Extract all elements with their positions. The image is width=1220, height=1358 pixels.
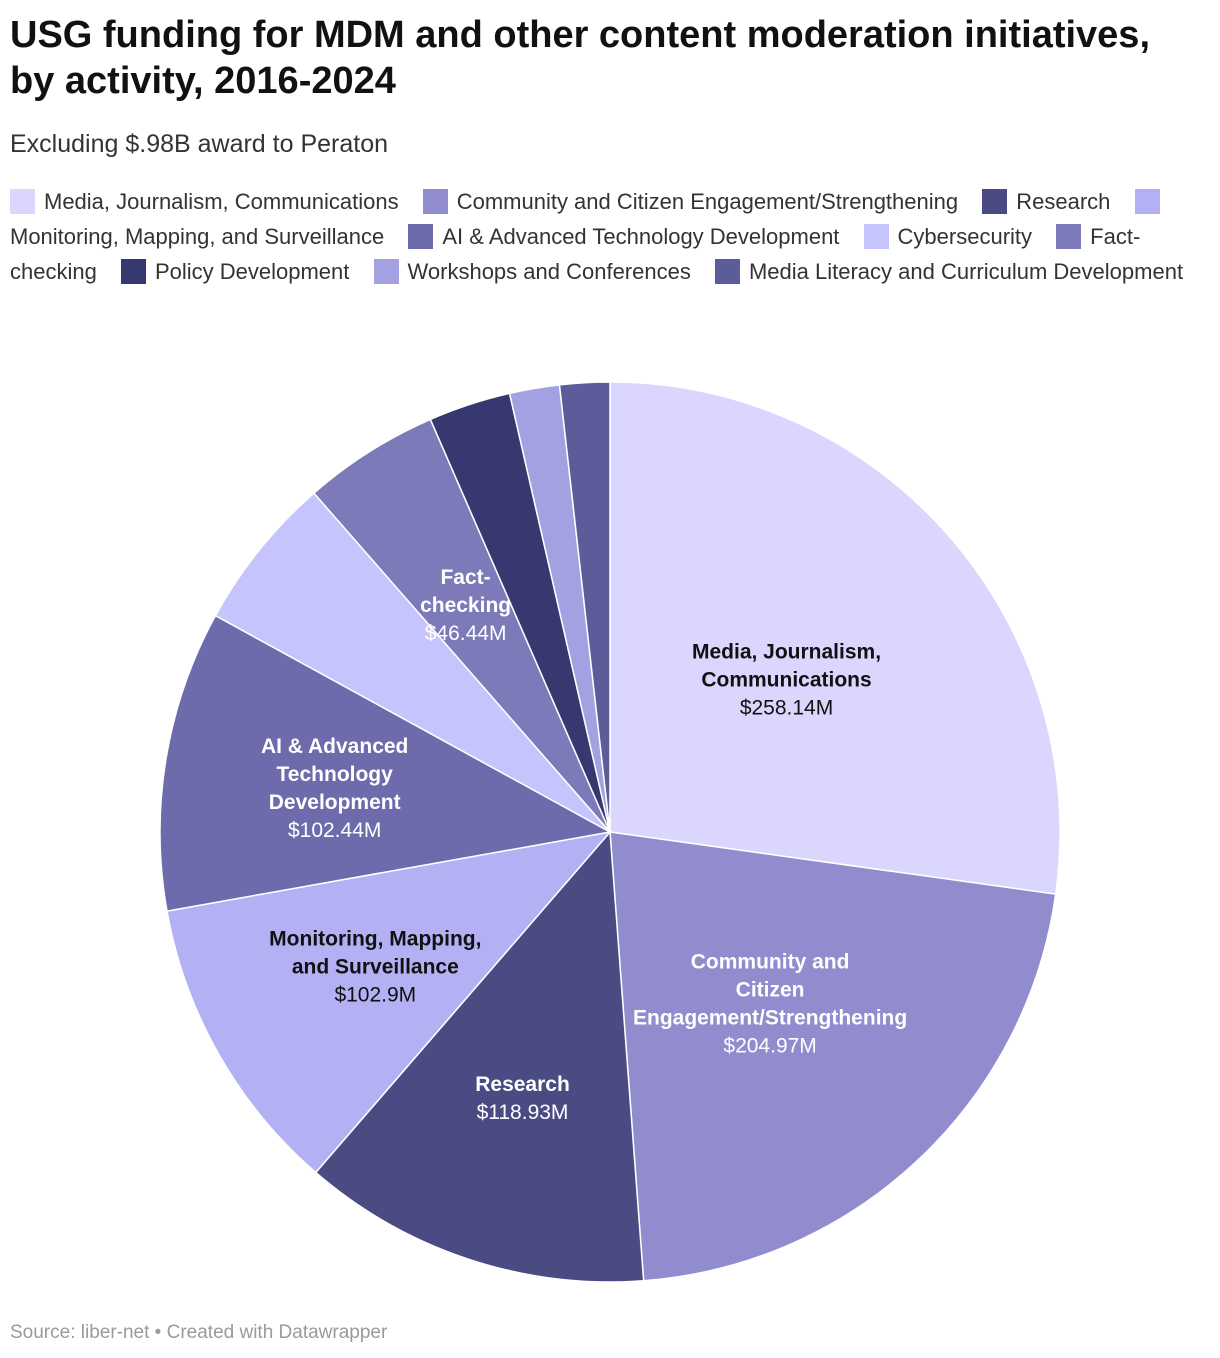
pie-label-name: checking [420,594,511,617]
legend-swatch [714,259,740,284]
legend-swatch [408,224,434,249]
pie-slice-monitoring-mapping-and-surveillance [166,830,612,1174]
legend: Media, Journalism, Communications Commun… [10,184,1210,289]
pie-label-value: $46.44M [425,622,507,645]
pie-label-name: Development [269,791,401,814]
pie-slices [159,381,1061,1283]
pie-slice-community-and-citizen-engagement-strengthening [609,831,1057,1282]
legend-swatch [120,259,146,284]
pie-label-ai-advanced-technology-development: AI & Advanced Technology Development $102.4… [261,735,408,842]
pie-label-community-and-citizen-engagement-strengthening: Community and Citizen Engagement/Strengthe… [633,951,907,1058]
legend-label: AI & Advanced Technology Development [442,224,840,249]
pie-labels: Media, Journalism, Communications $258.14M… [261,566,907,1124]
legend-item-cybersecurity: Cybersecurity [863,224,1033,249]
legend-item-ai-advanced-technology-development: AI & Advanced Technology Development [408,224,839,249]
legend-label: Media Literacy and Curriculum Developmen… [748,259,1184,284]
legend-item-media-journalism-communications: Media, Journalism, Communications [10,189,399,214]
pie-label-value: $204.97M [723,1035,816,1058]
legend-swatch [422,189,448,214]
legend-swatch [373,259,399,284]
pie-label-name: Fact- [440,566,490,589]
pie-label-name: Community and [691,951,850,974]
pie-label-name: Technology [277,763,394,786]
legend-swatch [1134,189,1160,214]
legend-swatch [863,224,889,249]
pie-label-name: Monitoring, Mapping, [269,928,481,951]
pie-label-fact-checking: Fact-checking $46.44M [420,566,511,645]
pie-label-name: Communications [701,668,871,691]
pie-label-value: $102.44M [288,819,381,842]
pie-slice-media-literacy-and-curriculum-development [558,381,611,833]
pie-slice-research [314,830,645,1283]
legend-label: Monitoring, Mapping, and Surveillance [10,224,385,249]
legend-label: Media, Journalism, Communications [44,189,399,214]
pie-label-value: $102.9M [334,984,416,1007]
source-note: Source: liber-net • Created with Datawra… [10,1322,388,1343]
legend-item-monitoring-mapping-and-surveillance: Monitoring, Mapping, and Surveillance [10,189,1169,249]
pie-label-value: $118.93M [477,1101,569,1124]
legend-swatch [10,189,35,214]
legend-label: Policy Development [154,259,350,284]
legend-item-research: Research [982,189,1110,214]
legend-item-media-literacy-and-curriculum-development: Media Literacy and Curriculum Developmen… [714,259,1184,284]
legend-item-workshops-and-conferences: Workshops and Conferences [373,259,691,284]
legend-item-policy-development: Policy Development [120,259,350,284]
pie-label-monitoring-mapping-and-surveillance: Monitoring, Mapping, and Surveillance $102… [269,928,481,1007]
chart-title: USG funding for MDM and other content mo… [10,14,1150,102]
pie-label-media-journalism-communications: Media, Journalism, Communications $258.14M [692,640,881,719]
legend-swatch [982,189,1008,214]
chart-subtitle: Excluding $.98B award to Peraton [10,130,389,158]
pie-label-value: $258.14M [740,696,833,719]
legend-label: Community and Citizen Engagement/Strengt… [456,189,959,214]
legend-swatch [1056,224,1082,249]
pie-slice-ai-advanced-technology-development [159,614,613,912]
pie-slice-cybersecurity [214,492,611,833]
pie-slice-media-journalism-communications [609,381,1061,896]
legend-label: Workshops and Conferences [407,259,691,284]
pie-label-name: Citizen [736,979,805,1002]
pie-label-name: Research [475,1073,570,1096]
legend-label: Fact-checking [10,224,1141,284]
pie-label-name: AI & Advanced [261,735,408,758]
legend-label: Cybersecurity [897,224,1033,249]
pie-label-research: Research $118.93M [475,1073,570,1124]
legend-label: Research [1016,189,1111,214]
pie-label-name: Engagement/Strengthening [633,1007,907,1030]
pie-label-name: Media, Journalism, [692,640,881,663]
pie-label-name: and Surveillance [292,956,459,979]
legend-item-community-and-citizen-engagement-strengthening: Community and Citizen Engagement/Strengt… [422,189,959,214]
legend-item-fact-checking: Fact-checking [10,224,1140,284]
